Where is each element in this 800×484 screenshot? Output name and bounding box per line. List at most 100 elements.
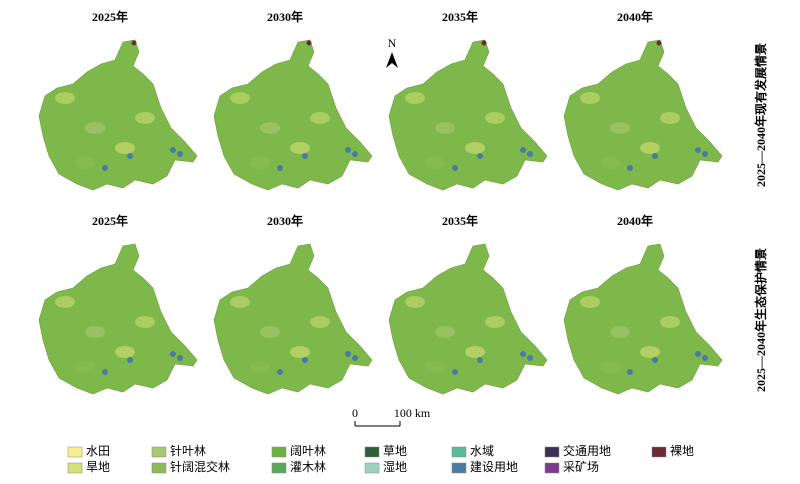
panel-title: 2035年 bbox=[442, 9, 478, 24]
panel-title: 2035年 bbox=[442, 213, 478, 228]
legend-label: 裸地 bbox=[670, 443, 694, 458]
land-patch bbox=[610, 122, 630, 134]
land-patch bbox=[230, 92, 250, 104]
built-patch bbox=[170, 147, 176, 153]
mine-patch bbox=[306, 40, 312, 46]
land-patch bbox=[85, 122, 105, 134]
land-patch bbox=[435, 122, 455, 134]
land-patch bbox=[425, 157, 445, 169]
legend-swatch bbox=[364, 446, 380, 458]
land-patch bbox=[55, 296, 75, 308]
land-patch bbox=[310, 112, 330, 124]
north-label: N bbox=[388, 36, 397, 50]
map bbox=[388, 243, 548, 395]
map-region bbox=[38, 39, 198, 191]
panel-title: 2040年 bbox=[617, 9, 653, 24]
land-patch bbox=[250, 157, 270, 169]
legend-label: 湿地 bbox=[383, 459, 407, 474]
land-patch bbox=[250, 361, 270, 373]
built-patch bbox=[652, 153, 658, 159]
legend-swatch bbox=[451, 462, 467, 474]
legend-label: 阔叶林 bbox=[290, 444, 326, 458]
legend-label: 建设用地 bbox=[470, 460, 518, 474]
land-patch bbox=[600, 361, 620, 373]
scale-end: 100 km bbox=[394, 406, 431, 420]
map-region bbox=[213, 243, 373, 395]
legend-swatch bbox=[544, 446, 560, 458]
built-patch bbox=[302, 357, 308, 363]
built-patch bbox=[177, 151, 183, 157]
built-patch bbox=[127, 357, 133, 363]
legend-label: 旱地 bbox=[86, 460, 110, 474]
built-patch bbox=[477, 153, 483, 159]
legend-label: 交通用地 bbox=[563, 443, 611, 458]
legend-swatch bbox=[271, 462, 287, 474]
panel-title: 2030年 bbox=[267, 213, 303, 228]
land-patch bbox=[610, 326, 630, 338]
land-patch bbox=[640, 142, 660, 154]
land-patch bbox=[260, 122, 280, 134]
built-patch bbox=[520, 351, 526, 357]
legend-swatch bbox=[544, 462, 560, 474]
land-patch bbox=[115, 142, 135, 154]
built-patch bbox=[702, 355, 708, 361]
land-patch bbox=[290, 346, 310, 358]
panel-title: 2040年 bbox=[617, 213, 653, 228]
built-patch bbox=[527, 151, 533, 157]
built-patch bbox=[302, 153, 308, 159]
built-patch bbox=[627, 165, 633, 171]
built-patch bbox=[520, 147, 526, 153]
built-patch bbox=[127, 153, 133, 159]
land-patch bbox=[135, 316, 155, 328]
land-patch bbox=[465, 142, 485, 154]
built-patch bbox=[170, 351, 176, 357]
land-patch bbox=[310, 316, 330, 328]
map-region bbox=[38, 243, 198, 395]
built-patch bbox=[452, 165, 458, 171]
built-patch bbox=[177, 355, 183, 361]
land-patch bbox=[405, 296, 425, 308]
built-patch bbox=[102, 369, 108, 375]
built-patch bbox=[652, 357, 658, 363]
map-region bbox=[213, 39, 373, 191]
legend-swatch bbox=[651, 446, 667, 458]
legend-swatch bbox=[151, 446, 167, 458]
land-patch bbox=[230, 296, 250, 308]
legend-label: 水域 bbox=[470, 444, 494, 458]
land-patch bbox=[405, 92, 425, 104]
legend-swatch bbox=[451, 446, 467, 458]
built-patch bbox=[477, 357, 483, 363]
panel-title: 2025年 bbox=[92, 9, 128, 24]
legend-swatch bbox=[67, 462, 83, 474]
land-patch bbox=[485, 316, 505, 328]
legend-swatch bbox=[271, 446, 287, 458]
map bbox=[388, 39, 548, 191]
land-patch bbox=[435, 326, 455, 338]
built-patch bbox=[695, 147, 701, 153]
land-patch bbox=[135, 112, 155, 124]
built-patch bbox=[702, 151, 708, 157]
map bbox=[38, 39, 198, 191]
land-patch bbox=[85, 326, 105, 338]
map-region bbox=[563, 243, 723, 395]
mine-patch bbox=[131, 40, 137, 46]
north-arrow: N bbox=[386, 36, 398, 68]
row-label: 2025—2040年生态保护情景 bbox=[753, 248, 768, 392]
map bbox=[213, 243, 373, 395]
built-patch bbox=[277, 165, 283, 171]
map bbox=[38, 243, 198, 395]
legend-label: 针阔混交林 bbox=[170, 459, 230, 474]
land-patch bbox=[115, 346, 135, 358]
built-patch bbox=[352, 151, 358, 157]
built-patch bbox=[277, 369, 283, 375]
scale-start: 0 bbox=[352, 406, 358, 420]
land-patch bbox=[580, 296, 600, 308]
land-patch bbox=[55, 92, 75, 104]
built-patch bbox=[352, 355, 358, 361]
legend-label: 采矿场 bbox=[563, 460, 599, 474]
panel-title: 2030年 bbox=[267, 9, 303, 24]
land-patch bbox=[660, 316, 680, 328]
mine-patch bbox=[656, 40, 662, 46]
land-patch bbox=[600, 157, 620, 169]
